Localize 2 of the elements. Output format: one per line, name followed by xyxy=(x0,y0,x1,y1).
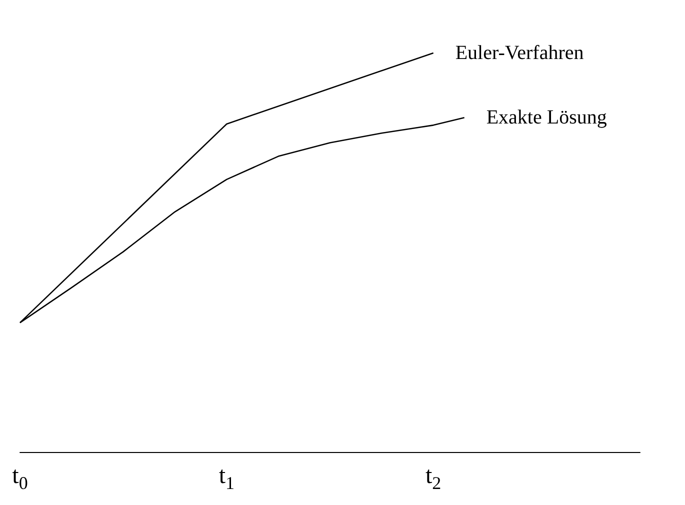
series-label: Euler-Verfahren xyxy=(455,42,584,64)
series-label: Exakte Lösung xyxy=(486,106,607,129)
